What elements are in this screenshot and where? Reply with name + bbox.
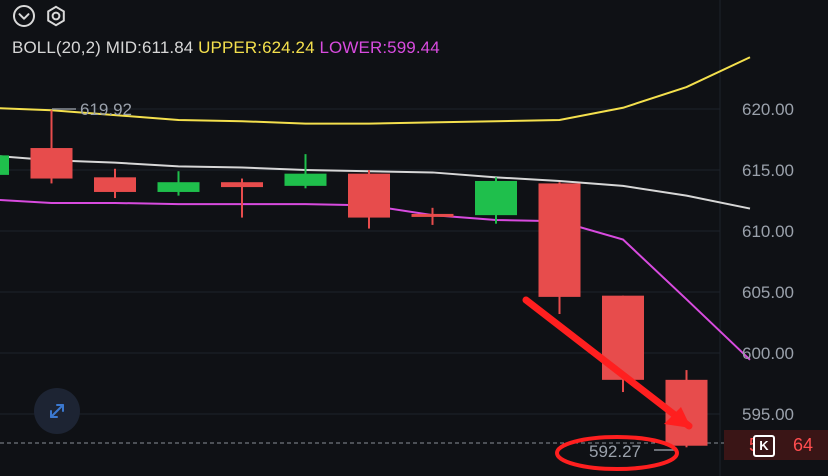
candle (94, 168, 136, 199)
current-price-badge: 59 64 (724, 430, 828, 460)
y-tick-label: 620.00 (742, 100, 794, 119)
chevron-down-icon[interactable] (12, 4, 36, 28)
candle-body (348, 173, 390, 218)
candle-body (94, 177, 136, 192)
y-tick-label: 615.00 (742, 161, 794, 180)
candle-body (221, 182, 263, 188)
candle-body (30, 148, 73, 179)
candle-body (411, 213, 454, 217)
price-annotations: 619.92 592.27 (52, 100, 693, 471)
highlight-circle (555, 435, 679, 471)
candle (475, 177, 517, 224)
boll-legend: BOLL(20,2) MID:611.84 UPPER:624.24 LOWER… (12, 38, 440, 58)
expand-button[interactable] (34, 388, 80, 434)
top-toolbar (12, 4, 68, 28)
y-tick-label: 595.00 (742, 405, 794, 424)
candle (30, 110, 73, 184)
upper-value: UPPER:624.24 (198, 38, 315, 57)
current-price-tail: 64 (792, 434, 813, 455)
candle (0, 155, 9, 175)
candle (157, 171, 200, 196)
lower-value: LOWER:599.44 (319, 38, 440, 57)
y-tick-label: 605.00 (742, 283, 794, 302)
candle-body (157, 182, 200, 192)
low-marker-label: 592.27 (589, 442, 641, 461)
candle-body (475, 180, 517, 216)
y-axis: 620.00 615.00 610.00 605.00 600.00 595.0… (742, 100, 794, 424)
candle-body (0, 155, 9, 175)
candle-body (538, 183, 581, 297)
y-tick-label: 600.00 (742, 344, 794, 363)
indicator-name: BOLL(20,2) (12, 38, 101, 57)
candle (411, 207, 454, 225)
candle (221, 178, 263, 218)
mid-value: MID:611.84 (105, 38, 194, 57)
high-marker-label: 619.92 (80, 100, 132, 119)
candle (538, 182, 581, 314)
down-arrow (522, 296, 693, 430)
candle (284, 154, 327, 189)
k-button[interactable]: K (753, 435, 775, 457)
upper-band-line (0, 56, 751, 125)
candle-body (284, 173, 327, 186)
y-tick-label: 610.00 (742, 222, 794, 241)
settings-icon[interactable] (44, 4, 68, 28)
candle (348, 170, 390, 229)
expand-icon (50, 404, 64, 418)
